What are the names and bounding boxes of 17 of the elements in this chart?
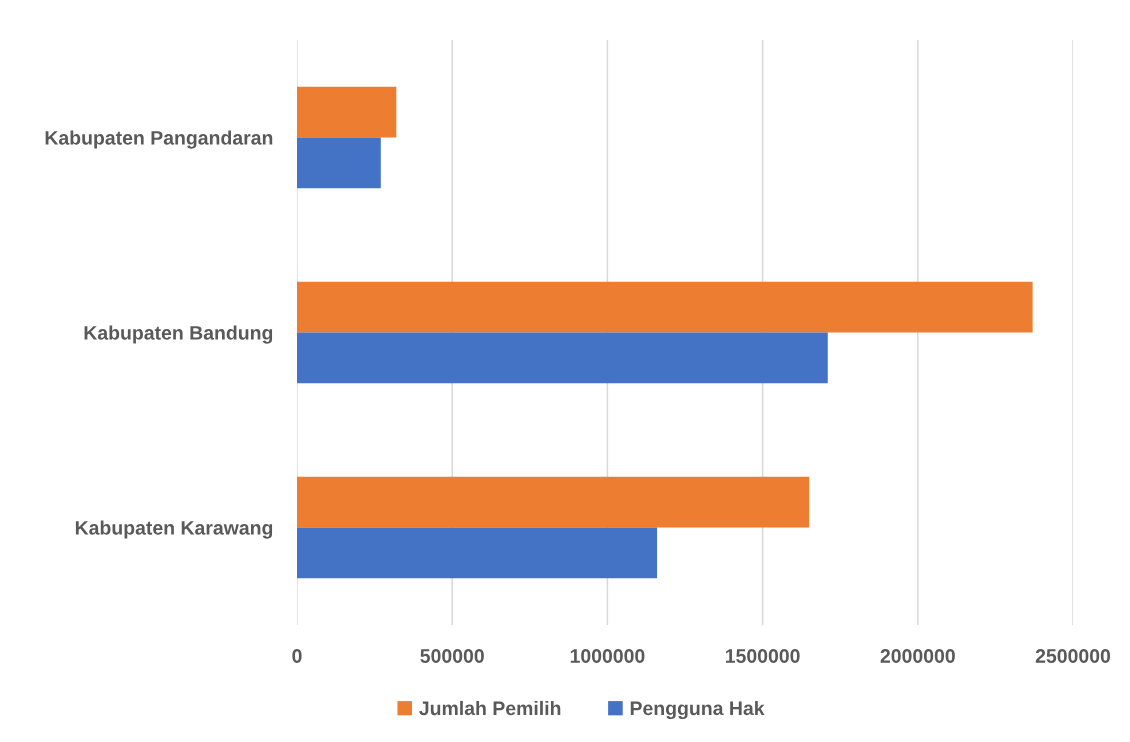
legend-label: Jumlah Pemilih xyxy=(419,700,561,716)
y-tick-label: Kabupaten Karawang xyxy=(75,520,273,539)
bar xyxy=(297,527,658,579)
legend-label: Pengguna Hak xyxy=(630,700,765,720)
y-tick-label: Kabupaten Bandung xyxy=(84,325,273,344)
x-tick-label: 2000000 xyxy=(880,649,955,663)
bar xyxy=(297,332,828,384)
bar xyxy=(297,476,810,528)
bar xyxy=(297,137,381,189)
bar xyxy=(297,86,397,138)
x-tick-label: 2500000 xyxy=(1035,649,1111,663)
bar xyxy=(297,281,1033,333)
x-tick-label: 1000000 xyxy=(570,649,645,663)
x-tick-label: 500000 xyxy=(420,649,484,663)
y-tick-label: Kabupaten Pangandaran xyxy=(45,130,273,149)
x-tick-label: 0 xyxy=(292,649,302,663)
x-tick-label: 1500000 xyxy=(725,649,800,663)
